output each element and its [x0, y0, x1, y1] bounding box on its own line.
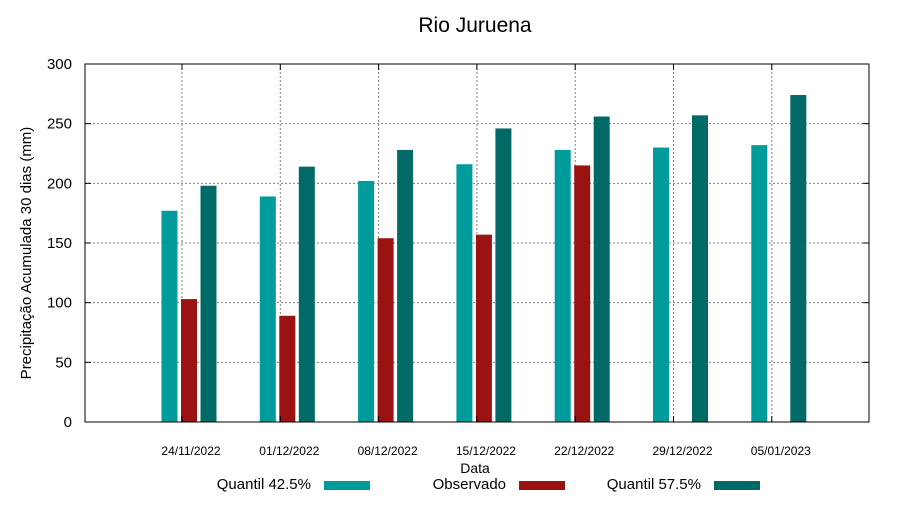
x-tick-label: 15/12/2022 — [456, 444, 516, 458]
chart-title: Rio Juruena — [418, 14, 532, 37]
bar-quantil-42-5- — [554, 149, 571, 423]
x-axis-label: Data — [460, 460, 490, 476]
legend-label: Observado — [433, 476, 506, 493]
bar-quantil-42-5- — [259, 196, 276, 422]
bar-quantil-57-5- — [200, 185, 217, 422]
bar-observado — [181, 299, 197, 422]
y-tick-label: 300 — [47, 56, 72, 73]
bar-quantil-57-5- — [593, 116, 610, 423]
bar-quantil-57-5- — [397, 149, 414, 423]
axis-ticks: 0 50 100 150 200 250 300 24/11/2022 01/12/2022 08… — [47, 56, 869, 458]
x-tick-label: 22/12/2022 — [554, 444, 614, 458]
x-tick-label: 05/01/2023 — [751, 444, 811, 458]
legend: Quantil 42.5% Observado Quantil 57.5% — [217, 476, 760, 493]
x-tick-label: 29/12/2022 — [652, 444, 712, 458]
y-tick-label: 0 — [64, 414, 72, 431]
bar-observado — [574, 165, 591, 422]
bars — [161, 95, 807, 423]
legend-label: Quantil 42.5% — [217, 476, 311, 493]
x-tick-label: 24/11/2022 — [161, 444, 220, 458]
bar-quantil-57-5- — [298, 166, 315, 422]
x-tick-label: 08/12/2022 — [358, 444, 418, 458]
y-axis-label: Precipitação Acumulada 30 dias (mm) — [18, 127, 35, 380]
bar-quantil-42-5- — [456, 164, 473, 423]
y-tick-label: 50 — [55, 354, 72, 371]
legend-swatch — [714, 481, 760, 490]
bar-quantil-57-5- — [790, 95, 807, 422]
x-tick-label: 01/12/2022 — [259, 444, 319, 458]
bar-quantil-42-5- — [751, 145, 768, 422]
bar-quantil-42-5- — [358, 180, 375, 422]
legend-swatch — [324, 481, 370, 490]
y-tick-label: 150 — [47, 235, 72, 252]
y-tick-label: 200 — [47, 175, 72, 192]
bar-observado — [475, 234, 492, 422]
bar-quantil-42-5- — [161, 210, 178, 422]
bar-observado — [377, 238, 394, 422]
y-tick-label: 100 — [47, 295, 72, 312]
y-tick-label: 250 — [47, 116, 72, 133]
bar-quantil-57-5- — [692, 115, 708, 423]
legend-label: Quantil 57.5% — [607, 476, 701, 493]
bar-quantil-57-5- — [495, 128, 512, 422]
legend-swatch — [519, 481, 565, 490]
bar-observado — [279, 315, 296, 422]
bar-quantil-42-5- — [653, 147, 669, 423]
